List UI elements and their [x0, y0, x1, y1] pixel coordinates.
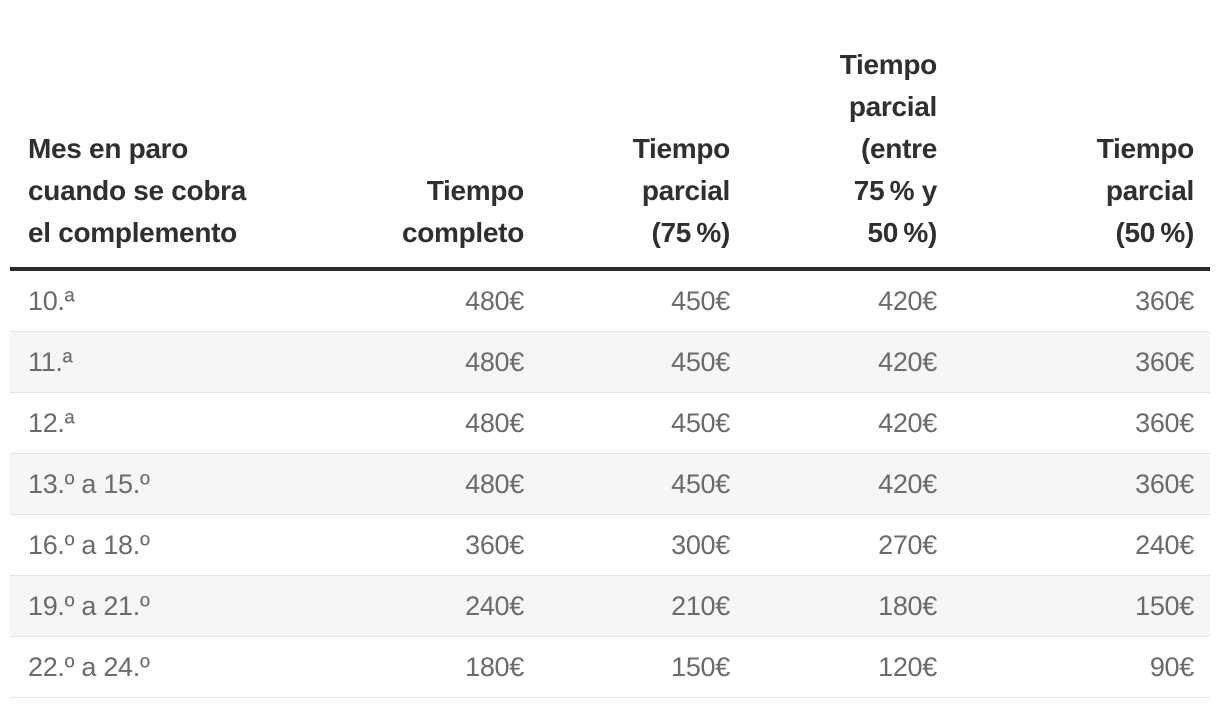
column-header-tiempo-parcial-75: Tiempo parcial (75 %) [632, 133, 731, 248]
value-cell: 210€ [671, 590, 730, 621]
column-header-mes-en-paro: Mes en paro cuando se cobra el complemen… [28, 133, 247, 248]
value-cell: 480€ [465, 468, 524, 499]
row-label: 13.º a 15.º [28, 468, 150, 499]
value-cell: 480€ [465, 407, 524, 438]
table-header: Mes en paro cuando se cobra el complemen… [10, 44, 1210, 269]
value-cell: 450€ [671, 407, 730, 438]
value-cell: 360€ [1135, 407, 1194, 438]
value-cell: 450€ [671, 285, 730, 316]
row-label: 16.º a 18.º [28, 529, 150, 560]
table-row: 13.º a 15.º 480€ 450€ 420€ 360€ [10, 453, 1210, 515]
value-cell: 150€ [1135, 590, 1194, 621]
value-cell: 360€ [1135, 346, 1194, 377]
row-label: 19.º a 21.º [28, 590, 150, 621]
value-cell: 360€ [465, 529, 524, 560]
table-row: 12.ª 480€ 450€ 420€ 360€ [10, 392, 1210, 454]
value-cell: 420€ [878, 285, 937, 316]
value-cell: 480€ [465, 285, 524, 316]
value-cell: 480€ [465, 346, 524, 377]
table-container: Mes en paro cuando se cobra el complemen… [10, 44, 1210, 698]
table-row: 16.º a 18.º 360€ 300€ 270€ 240€ [10, 514, 1210, 576]
table-row: 22.º a 24.º 180€ 150€ 120€ 90€ [10, 636, 1210, 698]
row-label: 12.ª [28, 407, 75, 438]
value-cell: 450€ [671, 468, 730, 499]
value-cell: 360€ [1135, 285, 1194, 316]
value-cell: 420€ [878, 407, 937, 438]
row-label: 11.ª [28, 346, 73, 377]
header-row: Mes en paro cuando se cobra el complemen… [10, 44, 1210, 269]
value-cell: 180€ [465, 651, 524, 682]
column-header-tiempo-parcial-50: Tiempo parcial (50 %) [1096, 133, 1195, 248]
row-label: 22.º a 24.º [28, 651, 150, 682]
table-row: 11.ª 480€ 450€ 420€ 360€ [10, 331, 1210, 393]
table-row: 10.ª 480€ 450€ 420€ 360€ [10, 269, 1210, 332]
complement-amounts-table: Mes en paro cuando se cobra el complemen… [10, 44, 1210, 698]
column-header-tiempo-completo: Tiempo completo [401, 175, 524, 248]
value-cell: 180€ [878, 590, 937, 621]
value-cell: 420€ [878, 468, 937, 499]
value-cell: 300€ [671, 529, 730, 560]
value-cell: 240€ [465, 590, 524, 621]
table-body: 10.ª 480€ 450€ 420€ 360€ 11.ª 480€ 450€ … [10, 269, 1210, 698]
value-cell: 450€ [671, 346, 730, 377]
value-cell: 120€ [878, 651, 937, 682]
value-cell: 270€ [878, 529, 937, 560]
table-row: 19.º a 21.º 240€ 210€ 180€ 150€ [10, 575, 1210, 637]
value-cell: 150€ [671, 651, 730, 682]
value-cell: 360€ [1135, 468, 1194, 499]
value-cell: 240€ [1135, 529, 1194, 560]
value-cell: 90€ [1149, 651, 1194, 682]
row-label: 10.ª [28, 285, 75, 316]
column-header-tiempo-parcial-entre: Tiempo parcial (entre 75 % y 50 %) [839, 49, 938, 248]
value-cell: 420€ [878, 346, 937, 377]
